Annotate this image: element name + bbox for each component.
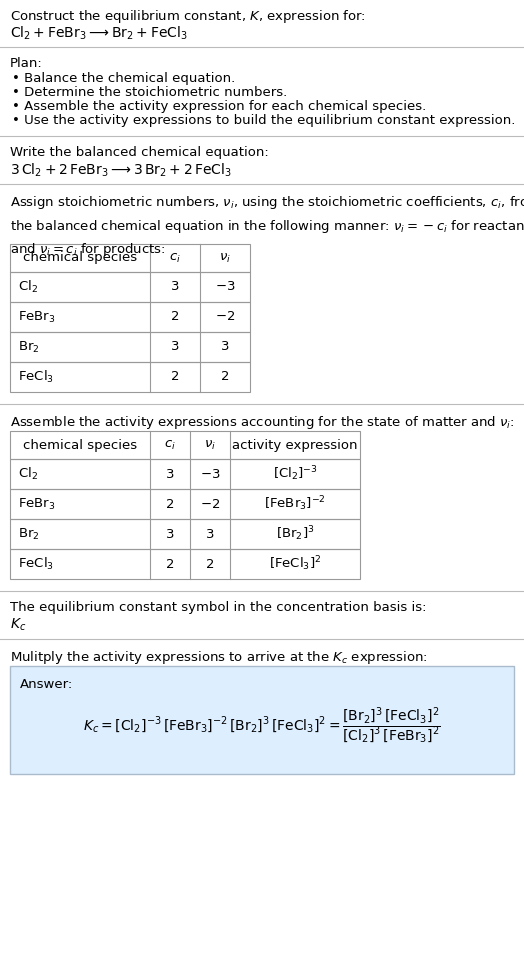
Text: 3: 3 bbox=[166, 528, 174, 540]
Bar bbox=[10, 272, 250, 302]
Bar bbox=[10, 431, 360, 459]
Text: 2: 2 bbox=[171, 311, 179, 323]
Text: $\nu_i$: $\nu_i$ bbox=[204, 438, 216, 452]
Text: • Balance the chemical equation.: • Balance the chemical equation. bbox=[12, 72, 235, 85]
Text: Write the balanced chemical equation:: Write the balanced chemical equation: bbox=[10, 146, 269, 159]
Text: $\mathrm{Cl_2}$: $\mathrm{Cl_2}$ bbox=[18, 466, 38, 482]
Text: 2: 2 bbox=[171, 371, 179, 383]
Text: 2: 2 bbox=[206, 558, 214, 570]
Bar bbox=[10, 666, 514, 774]
Text: $\nu_i$: $\nu_i$ bbox=[219, 252, 231, 264]
Text: $c_i$: $c_i$ bbox=[169, 252, 181, 264]
Text: $\mathrm{FeBr_3}$: $\mathrm{FeBr_3}$ bbox=[18, 496, 56, 511]
Text: • Use the activity expressions to build the equilibrium constant expression.: • Use the activity expressions to build … bbox=[12, 114, 516, 127]
Text: $\mathrm{Br_2}$: $\mathrm{Br_2}$ bbox=[18, 527, 40, 541]
Text: $[\mathrm{FeCl_3}]^{2}$: $[\mathrm{FeCl_3}]^{2}$ bbox=[269, 555, 321, 573]
Text: 3: 3 bbox=[206, 528, 214, 540]
Text: Assemble the activity expressions accounting for the state of matter and $\nu_i$: Assemble the activity expressions accoun… bbox=[10, 414, 515, 431]
Text: Mulitply the activity expressions to arrive at the $K_c$ expression:: Mulitply the activity expressions to arr… bbox=[10, 649, 428, 666]
Text: $c_i$: $c_i$ bbox=[164, 438, 176, 452]
Text: $3\,\mathrm{Cl_2} + 2\,\mathrm{FeBr_3} \longrightarrow 3\,\mathrm{Br_2} + 2\,\ma: $3\,\mathrm{Cl_2} + 2\,\mathrm{FeBr_3} \… bbox=[10, 162, 232, 179]
Text: $\mathrm{Cl_2 + FeBr_3 \longrightarrow Br_2 + FeCl_3}$: $\mathrm{Cl_2 + FeBr_3 \longrightarrow B… bbox=[10, 25, 188, 42]
Bar bbox=[10, 489, 360, 519]
Text: $\mathrm{FeCl_3}$: $\mathrm{FeCl_3}$ bbox=[18, 556, 54, 572]
Text: 3: 3 bbox=[171, 341, 179, 353]
Text: chemical species: chemical species bbox=[23, 438, 137, 452]
Text: $[\mathrm{FeBr_3}]^{-2}$: $[\mathrm{FeBr_3}]^{-2}$ bbox=[264, 495, 326, 513]
Text: 3: 3 bbox=[171, 281, 179, 293]
Text: $K_c = [\mathrm{Cl_2}]^{-3}\,[\mathrm{FeBr_3}]^{-2}\,[\mathrm{Br_2}]^3\,[\mathrm: $K_c = [\mathrm{Cl_2}]^{-3}\,[\mathrm{Fe… bbox=[83, 705, 441, 746]
Bar bbox=[10, 362, 250, 392]
Text: Answer:: Answer: bbox=[20, 678, 73, 691]
Bar bbox=[10, 302, 250, 332]
Text: The equilibrium constant symbol in the concentration basis is:: The equilibrium constant symbol in the c… bbox=[10, 601, 427, 614]
Text: Construct the equilibrium constant, $K$, expression for:: Construct the equilibrium constant, $K$,… bbox=[10, 8, 366, 25]
Text: 3: 3 bbox=[166, 467, 174, 481]
Text: $\mathrm{Br_2}$: $\mathrm{Br_2}$ bbox=[18, 340, 40, 354]
Text: $\mathrm{Cl_2}$: $\mathrm{Cl_2}$ bbox=[18, 279, 38, 295]
Bar bbox=[10, 459, 360, 489]
Text: 2: 2 bbox=[221, 371, 230, 383]
Text: 2: 2 bbox=[166, 558, 174, 570]
Text: 3: 3 bbox=[221, 341, 230, 353]
Bar bbox=[10, 519, 360, 549]
Text: • Determine the stoichiometric numbers.: • Determine the stoichiometric numbers. bbox=[12, 86, 287, 99]
Text: $-3$: $-3$ bbox=[200, 467, 220, 481]
Text: chemical species: chemical species bbox=[23, 252, 137, 264]
Text: $K_c$: $K_c$ bbox=[10, 617, 26, 633]
Text: $-2$: $-2$ bbox=[215, 311, 235, 323]
Text: • Assemble the activity expression for each chemical species.: • Assemble the activity expression for e… bbox=[12, 100, 426, 113]
Text: $\mathrm{FeCl_3}$: $\mathrm{FeCl_3}$ bbox=[18, 369, 54, 385]
Text: activity expression: activity expression bbox=[232, 438, 358, 452]
Bar bbox=[10, 244, 250, 272]
Bar bbox=[10, 332, 250, 362]
Text: $-3$: $-3$ bbox=[215, 281, 235, 293]
Text: 2: 2 bbox=[166, 498, 174, 510]
Text: $\mathrm{FeBr_3}$: $\mathrm{FeBr_3}$ bbox=[18, 310, 56, 324]
Text: Assign stoichiometric numbers, $\nu_i$, using the stoichiometric coefficients, $: Assign stoichiometric numbers, $\nu_i$, … bbox=[10, 194, 524, 259]
Text: Plan:: Plan: bbox=[10, 57, 43, 70]
Bar bbox=[10, 549, 360, 579]
Text: $[\mathrm{Cl_2}]^{-3}$: $[\mathrm{Cl_2}]^{-3}$ bbox=[272, 465, 318, 483]
Text: $[\mathrm{Br_2}]^{3}$: $[\mathrm{Br_2}]^{3}$ bbox=[276, 525, 314, 543]
Text: $-2$: $-2$ bbox=[200, 498, 220, 510]
